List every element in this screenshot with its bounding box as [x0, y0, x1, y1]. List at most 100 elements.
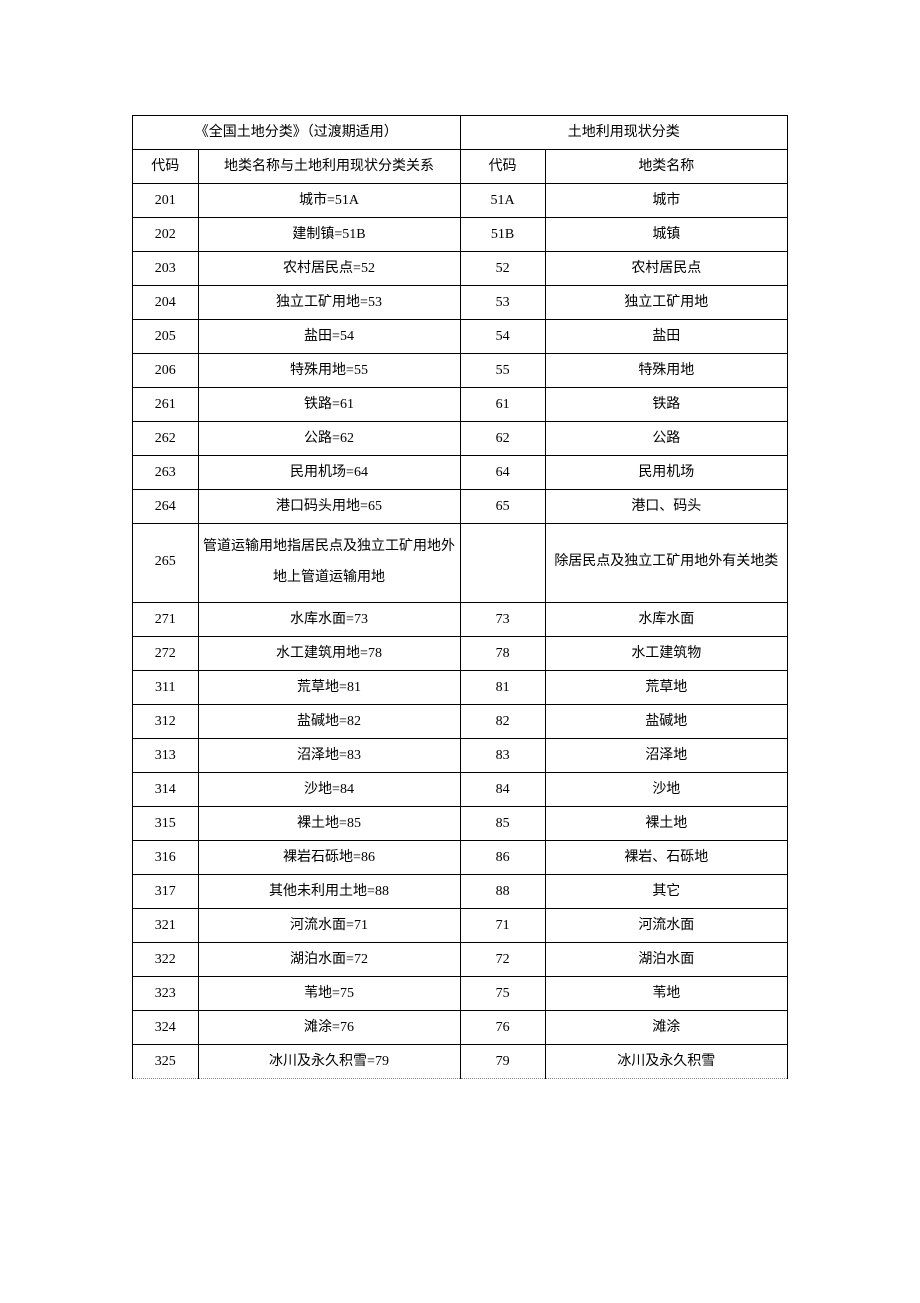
table-cell: 71 [460, 908, 545, 942]
table-cell: 206 [133, 354, 199, 388]
table-body: 《全国土地分类》（过渡期适用） 土地利用现状分类 代码 地类名称与土地利用现状分… [133, 116, 788, 1079]
table-cell: 64 [460, 456, 545, 490]
table-cell: 民用机场=64 [198, 456, 460, 490]
table-cell: 88 [460, 874, 545, 908]
table-cell: 72 [460, 942, 545, 976]
table-cell: 农村居民点 [545, 252, 787, 286]
table-cell: 53 [460, 286, 545, 320]
table-cell: 315 [133, 806, 199, 840]
table-cell: 其它 [545, 874, 787, 908]
table-row: 323苇地=7575苇地 [133, 976, 788, 1010]
table-cell: 52 [460, 252, 545, 286]
table-cell: 322 [133, 942, 199, 976]
header-left: 《全国土地分类》（过渡期适用） [133, 116, 461, 150]
table-cell: 316 [133, 840, 199, 874]
table-cell: 荒草地=81 [198, 670, 460, 704]
table-cell: 公路 [545, 422, 787, 456]
table-cell: 沼泽地=83 [198, 738, 460, 772]
table-cell: 特殊用地 [545, 354, 787, 388]
table-row: 206特殊用地=5555特殊用地 [133, 354, 788, 388]
table-row: 261铁路=6161铁路 [133, 388, 788, 422]
table-cell: 河流水面 [545, 908, 787, 942]
table-cell: 铁路 [545, 388, 787, 422]
table-row: 317其他未利用土地=8888其它 [133, 874, 788, 908]
table-row: 322湖泊水面=7272湖泊水面 [133, 942, 788, 976]
header-row-1: 《全国土地分类》（过渡期适用） 土地利用现状分类 [133, 116, 788, 150]
table-cell: 河流水面=71 [198, 908, 460, 942]
table-row: 201城市=51A51A城市 [133, 184, 788, 218]
table-cell: 裸岩石砾地=86 [198, 840, 460, 874]
header-right: 土地利用现状分类 [460, 116, 788, 150]
table-cell: 323 [133, 976, 199, 1010]
table-cell: 盐田 [545, 320, 787, 354]
table-cell: 滩涂 [545, 1010, 787, 1044]
table-cell: 港口码头用地=65 [198, 490, 460, 524]
table-cell: 86 [460, 840, 545, 874]
table-row: 321河流水面=7171河流水面 [133, 908, 788, 942]
table-row: 272水工建筑用地=7878水工建筑物 [133, 636, 788, 670]
table-cell: 裸土地=85 [198, 806, 460, 840]
table-row: 324滩涂=7676滩涂 [133, 1010, 788, 1044]
table-cell: 水库水面 [545, 602, 787, 636]
table-cell: 荒草地 [545, 670, 787, 704]
table-cell: 特殊用地=55 [198, 354, 460, 388]
table-cell: 铁路=61 [198, 388, 460, 422]
table-cell: 261 [133, 388, 199, 422]
table-cell: 51B [460, 218, 545, 252]
table-row: 264港口码头用地=6565港口、码头 [133, 490, 788, 524]
table-cell: 民用机场 [545, 456, 787, 490]
table-cell: 沼泽地 [545, 738, 787, 772]
subheader-name-left: 地类名称与土地利用现状分类关系 [198, 150, 460, 184]
table-row: 315裸土地=8585裸土地 [133, 806, 788, 840]
table-cell: 75 [460, 976, 545, 1010]
table-cell: 其他未利用土地=88 [198, 874, 460, 908]
table-cell: 沙地=84 [198, 772, 460, 806]
table-cell: 苇地=75 [198, 976, 460, 1010]
table-cell: 85 [460, 806, 545, 840]
land-classification-table: 《全国土地分类》（过渡期适用） 土地利用现状分类 代码 地类名称与土地利用现状分… [132, 115, 788, 1079]
subheader-code-right: 代码 [460, 150, 545, 184]
table-cell: 79 [460, 1044, 545, 1078]
table-cell [460, 524, 545, 603]
table-row: 312盐碱地=8282盐碱地 [133, 704, 788, 738]
table-cell: 204 [133, 286, 199, 320]
table-cell: 271 [133, 602, 199, 636]
table-cell: 管道运输用地指居民点及独立工矿用地外地上管道运输用地 [198, 524, 460, 603]
table-cell: 城市=51A [198, 184, 460, 218]
table-cell: 沙地 [545, 772, 787, 806]
table-row: 316裸岩石砾地=8686裸岩、石砾地 [133, 840, 788, 874]
table-row: 313沼泽地=8383沼泽地 [133, 738, 788, 772]
table-row: 202建制镇=51B51B城镇 [133, 218, 788, 252]
table-cell: 湖泊水面 [545, 942, 787, 976]
table-cell: 湖泊水面=72 [198, 942, 460, 976]
table-cell: 61 [460, 388, 545, 422]
table-row: 205盐田=5454盐田 [133, 320, 788, 354]
table-cell: 除居民点及独立工矿用地外有关地类 [545, 524, 787, 603]
table-cell: 325 [133, 1044, 199, 1078]
table-cell: 264 [133, 490, 199, 524]
table-cell: 202 [133, 218, 199, 252]
table-cell: 滩涂=76 [198, 1010, 460, 1044]
table-cell: 314 [133, 772, 199, 806]
table-row: 203农村居民点=5252农村居民点 [133, 252, 788, 286]
table-cell: 65 [460, 490, 545, 524]
table-cell: 水工建筑物 [545, 636, 787, 670]
table-cell: 84 [460, 772, 545, 806]
header-row-2: 代码 地类名称与土地利用现状分类关系 代码 地类名称 [133, 150, 788, 184]
table-cell: 城镇 [545, 218, 787, 252]
table-row: 265管道运输用地指居民点及独立工矿用地外地上管道运输用地除居民点及独立工矿用地… [133, 524, 788, 603]
table-cell: 311 [133, 670, 199, 704]
table-cell: 321 [133, 908, 199, 942]
subheader-code-left: 代码 [133, 150, 199, 184]
table-row: 262公路=6262公路 [133, 422, 788, 456]
table-row: 314沙地=8484沙地 [133, 772, 788, 806]
table-cell: 独立工矿用地 [545, 286, 787, 320]
table-cell: 312 [133, 704, 199, 738]
table-cell: 317 [133, 874, 199, 908]
table-cell: 裸土地 [545, 806, 787, 840]
table-cell: 203 [133, 252, 199, 286]
table-row: 263民用机场=6464民用机场 [133, 456, 788, 490]
table-row: 204独立工矿用地=5353独立工矿用地 [133, 286, 788, 320]
table-cell: 盐碱地 [545, 704, 787, 738]
table-cell: 水库水面=73 [198, 602, 460, 636]
